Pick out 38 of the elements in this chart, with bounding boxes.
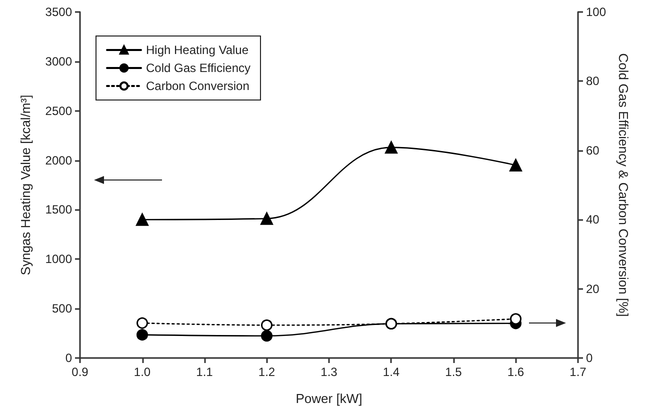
x-tick-label: 0.9 (72, 365, 89, 379)
x-tick-label: 1.6 (507, 365, 524, 379)
y-tick-label: 500 (52, 302, 72, 316)
point (136, 329, 148, 341)
point (136, 213, 148, 226)
point (136, 317, 148, 329)
y-tick-label: 3000 (45, 54, 72, 68)
legend-label: High Heating Value (146, 43, 249, 57)
y-tick-label: 3500 (45, 5, 72, 19)
x-tick-label: 1.1 (196, 365, 214, 379)
y-tick-label: 2500 (45, 104, 72, 118)
y2-tick-label: 100 (586, 5, 606, 19)
point (385, 141, 398, 154)
point (510, 158, 522, 172)
y-tick-label: 2000 (45, 153, 72, 168)
y2-tick-label: 80 (586, 74, 600, 88)
y-tick-label: 0 (65, 351, 72, 365)
x-tick-label: 1.4 (382, 365, 400, 379)
x-axis-title: Power [kW] (296, 391, 362, 406)
y2-axis-title: Cold Gas Efficiency & Carbon Conversion [%] (616, 53, 631, 317)
y2-tick-label: 40 (586, 212, 600, 227)
x-tick-label: 1.7 (570, 365, 587, 379)
legend-label: Carbon Conversion (146, 79, 250, 93)
point (260, 212, 273, 225)
y-tick-label: 1000 (45, 252, 72, 266)
x-tick-label: 1.5 (445, 365, 462, 379)
point (261, 319, 272, 331)
x-tick-label: 1.3 (320, 365, 338, 379)
y2-tick-label: 0 (586, 351, 593, 365)
y2-tick-label: 20 (586, 282, 600, 296)
y-axis-title: Syngas Heating Value [kcal/m³] (18, 94, 33, 276)
point (510, 313, 522, 325)
x-tick-label: 1.2 (258, 365, 276, 379)
y2-tick-label: 60 (586, 143, 600, 158)
point (261, 330, 272, 342)
legend-label: Cold Gas Efficiency (146, 61, 250, 75)
y-tick-label: 1500 (45, 202, 72, 217)
x-tick-label: 1.0 (134, 365, 151, 379)
